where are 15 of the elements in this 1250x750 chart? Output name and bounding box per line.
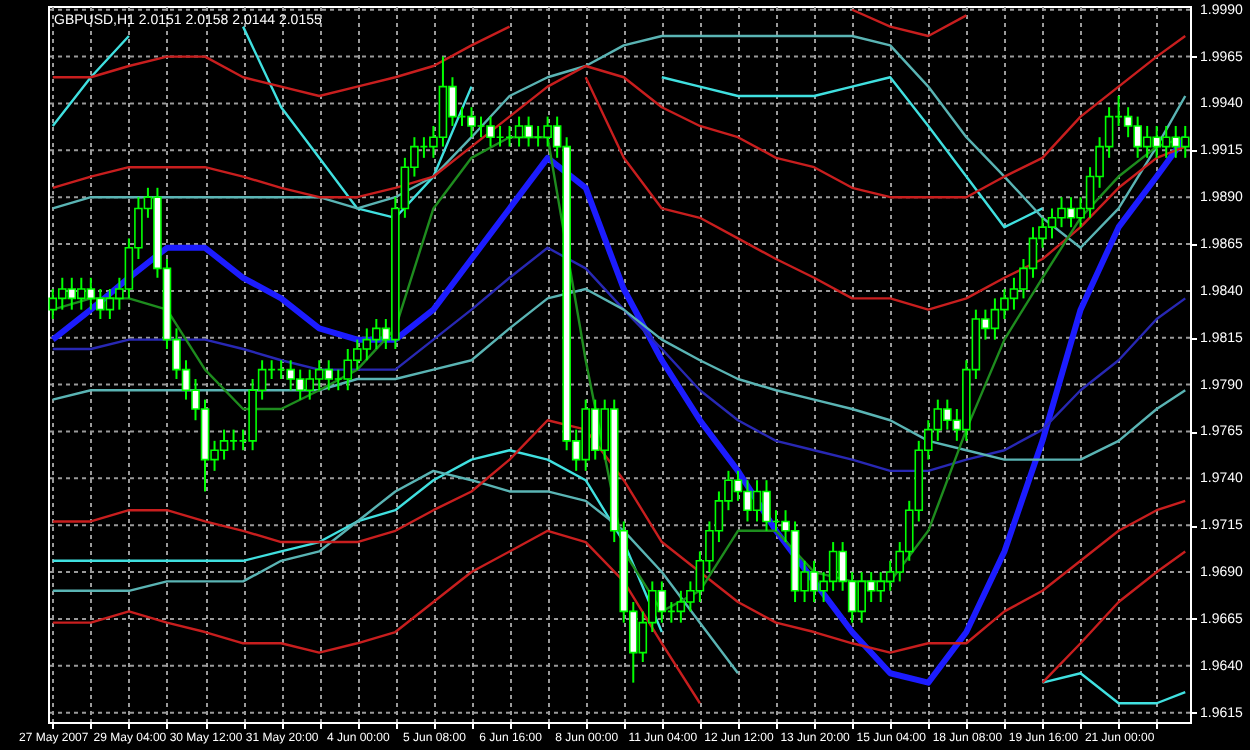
line-series: [51, 246, 1187, 473]
line-series: [51, 34, 1187, 249]
line-series: [1041, 672, 1187, 705]
line-series: [660, 76, 1044, 229]
line-series: [51, 287, 1187, 461]
line-series: [51, 419, 1187, 654]
line-series: [51, 449, 664, 634]
line-series: [850, 8, 968, 38]
line-series: [51, 25, 511, 98]
line-series: [51, 529, 702, 705]
line-series: [241, 25, 473, 219]
line-series: [584, 76, 1187, 311]
line-series: [51, 34, 1187, 199]
line-series: [1041, 550, 1187, 684]
line-series: [51, 469, 740, 675]
